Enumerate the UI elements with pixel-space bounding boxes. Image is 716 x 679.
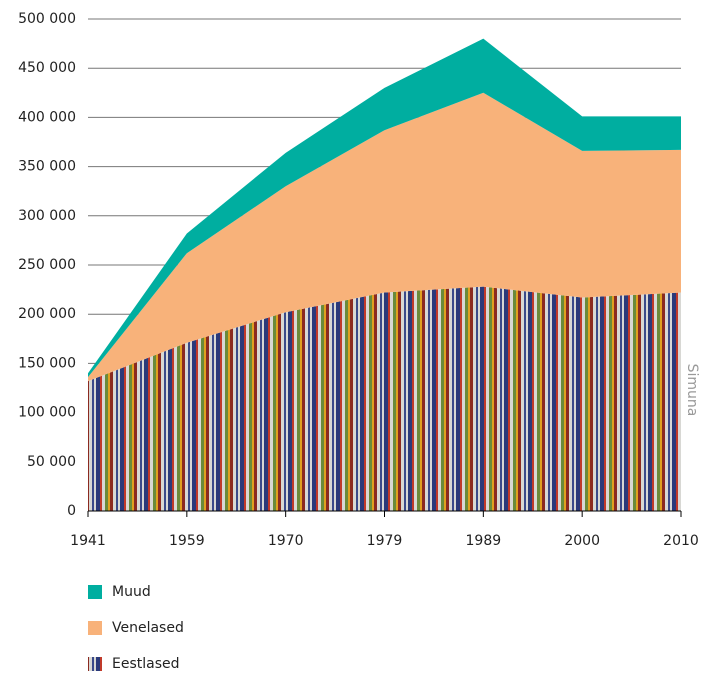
x-tick-label: 1979	[367, 533, 403, 549]
y-tick-label: 0	[67, 503, 76, 519]
y-tick-label: 450 000	[18, 60, 76, 76]
legend-swatch	[88, 621, 102, 635]
annotation: Simuna	[684, 364, 700, 417]
y-tick-label: 200 000	[18, 306, 76, 322]
x-tick-label: 2010	[663, 533, 699, 549]
legend-swatch	[88, 585, 102, 599]
y-tick-label: 100 000	[18, 405, 76, 421]
legend-label: Venelased	[112, 620, 184, 636]
y-tick-label: 50 000	[27, 454, 76, 470]
y-tick-label: 500 000	[18, 11, 76, 27]
x-tick-label: 1959	[169, 533, 205, 549]
y-tick-label: 250 000	[18, 257, 76, 273]
area	[88, 38, 681, 378]
y-tick-label: 400 000	[18, 109, 76, 125]
legend-label: Muud	[112, 584, 151, 600]
x-tick-label: 1941	[70, 533, 106, 549]
area	[88, 92, 681, 382]
x-tick-label: 1989	[466, 533, 502, 549]
y-tick-label: 350 000	[18, 159, 76, 175]
legend-swatch	[88, 657, 102, 671]
x-tick-label: 1970	[268, 533, 304, 549]
x-tick-label: 2000	[564, 533, 600, 549]
y-tick-label: 300 000	[18, 208, 76, 224]
legend-label: Eestlased	[112, 656, 180, 672]
area	[88, 286, 681, 511]
y-tick-label: 150 000	[18, 355, 76, 371]
